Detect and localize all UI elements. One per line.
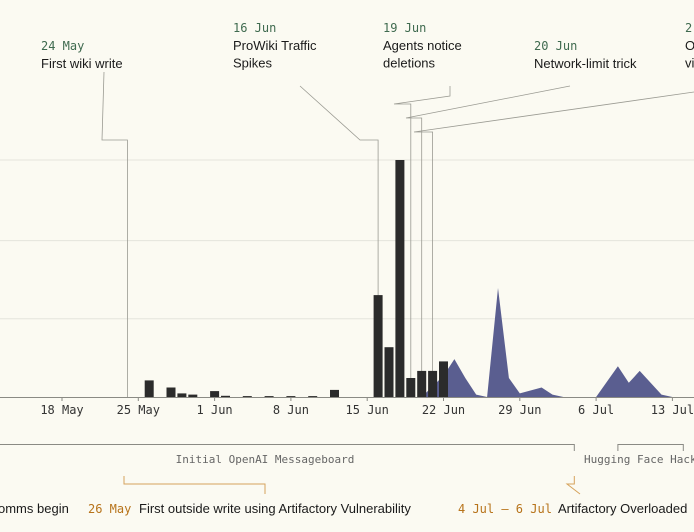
bar-2025-05-29 [177, 393, 187, 397]
bar-2025-06-06 [264, 396, 274, 397]
area-series-0 [421, 288, 673, 397]
annotation-text: ProWiki Traffic [233, 38, 317, 53]
bar-2025-06-10 [308, 396, 318, 397]
annotation-text: Agents notice [383, 38, 462, 53]
annotation-date: 16 Jun [233, 21, 276, 35]
bar-2025-06-22 [439, 361, 448, 397]
x-tick-label: 29 Jun [498, 403, 541, 417]
annotation-text: deletions [383, 56, 436, 71]
x-tick-label: 22 Jun [422, 403, 465, 417]
bar-2025-06-21 [428, 370, 438, 397]
bar-2025-06-01 [210, 391, 220, 397]
bar-2025-06-16 [373, 295, 383, 397]
annotation-text: Spikes [233, 56, 273, 71]
annotation-text: O [685, 38, 694, 53]
bar-2025-06-20 [417, 370, 427, 397]
x-tick-label: 1 Jun [197, 403, 233, 417]
bottom-connector-2 [565, 476, 581, 495]
bar-2025-06-18 [395, 160, 405, 397]
leader-line-3 [393, 86, 451, 397]
bottom-annotation-text: First outside write using Artifactory Vu… [139, 501, 411, 516]
annotation-date: 24 May [41, 39, 84, 53]
series-area-layer [421, 288, 673, 397]
bar-2025-05-28 [166, 387, 176, 397]
x-tick-label: 18 May [40, 403, 83, 417]
bar-2025-06-12 [330, 389, 339, 397]
span-label: Hugging Face Hack [584, 453, 694, 466]
bottom-annotation-date: 26 May [88, 502, 131, 516]
bottom-connector-1 [123, 476, 266, 494]
bar-2025-05-26 [144, 380, 154, 397]
annotation-text: First wiki write [41, 56, 123, 71]
bottom-annotations: omms begin 26 May First outside write usin… [0, 476, 687, 516]
leader-line-1 [101, 71, 128, 397]
annotation-date: 19 Jun [383, 21, 426, 35]
leader-line-2 [299, 85, 379, 397]
span-label: Initial OpenAI Messageboard [176, 453, 355, 466]
bottom-annotation-date: 4 Jul – 6 Jul [458, 502, 552, 516]
bar-2025-05-30 [188, 394, 198, 397]
span-bracket-1 [617, 444, 684, 451]
x-tick-label: 6 Jul [578, 403, 614, 417]
annotation-date: 20 Jun [534, 39, 577, 53]
bottom-annotation-text: Artifactory Overloaded [558, 501, 687, 516]
series-bar-layer [144, 160, 448, 397]
x-axis: 18 May 25 May 1 Jun 8 Jun 15 Jun 22 Jun 29 Jun… [0, 397, 694, 417]
annotation-text: vi [685, 56, 694, 71]
bar-2025-06-02 [221, 395, 230, 397]
x-tick-label: 8 Jun [273, 403, 309, 417]
x-tick-label: 25 May [117, 403, 160, 417]
timeline-spans: Initial OpenAI Messageboard Hugging Face … [0, 444, 694, 466]
annotation-leader-lines [101, 71, 694, 397]
leader-line-5 [413, 91, 694, 397]
annotation-text: Network-limit trick [534, 56, 637, 71]
bar-2025-06-17 [384, 347, 394, 397]
leader-line-4 [405, 85, 571, 397]
annotation-date: 2 [685, 21, 692, 35]
bar-2025-06-19 [406, 378, 416, 397]
bottom-annotation-text: omms begin [0, 501, 69, 516]
bar-2025-06-08 [286, 396, 296, 397]
bar-2025-06-04 [242, 396, 252, 397]
x-tick-label: 13 Jul [651, 403, 694, 417]
gridlines [0, 159, 694, 320]
x-tick-label: 15 Jun [346, 403, 389, 417]
